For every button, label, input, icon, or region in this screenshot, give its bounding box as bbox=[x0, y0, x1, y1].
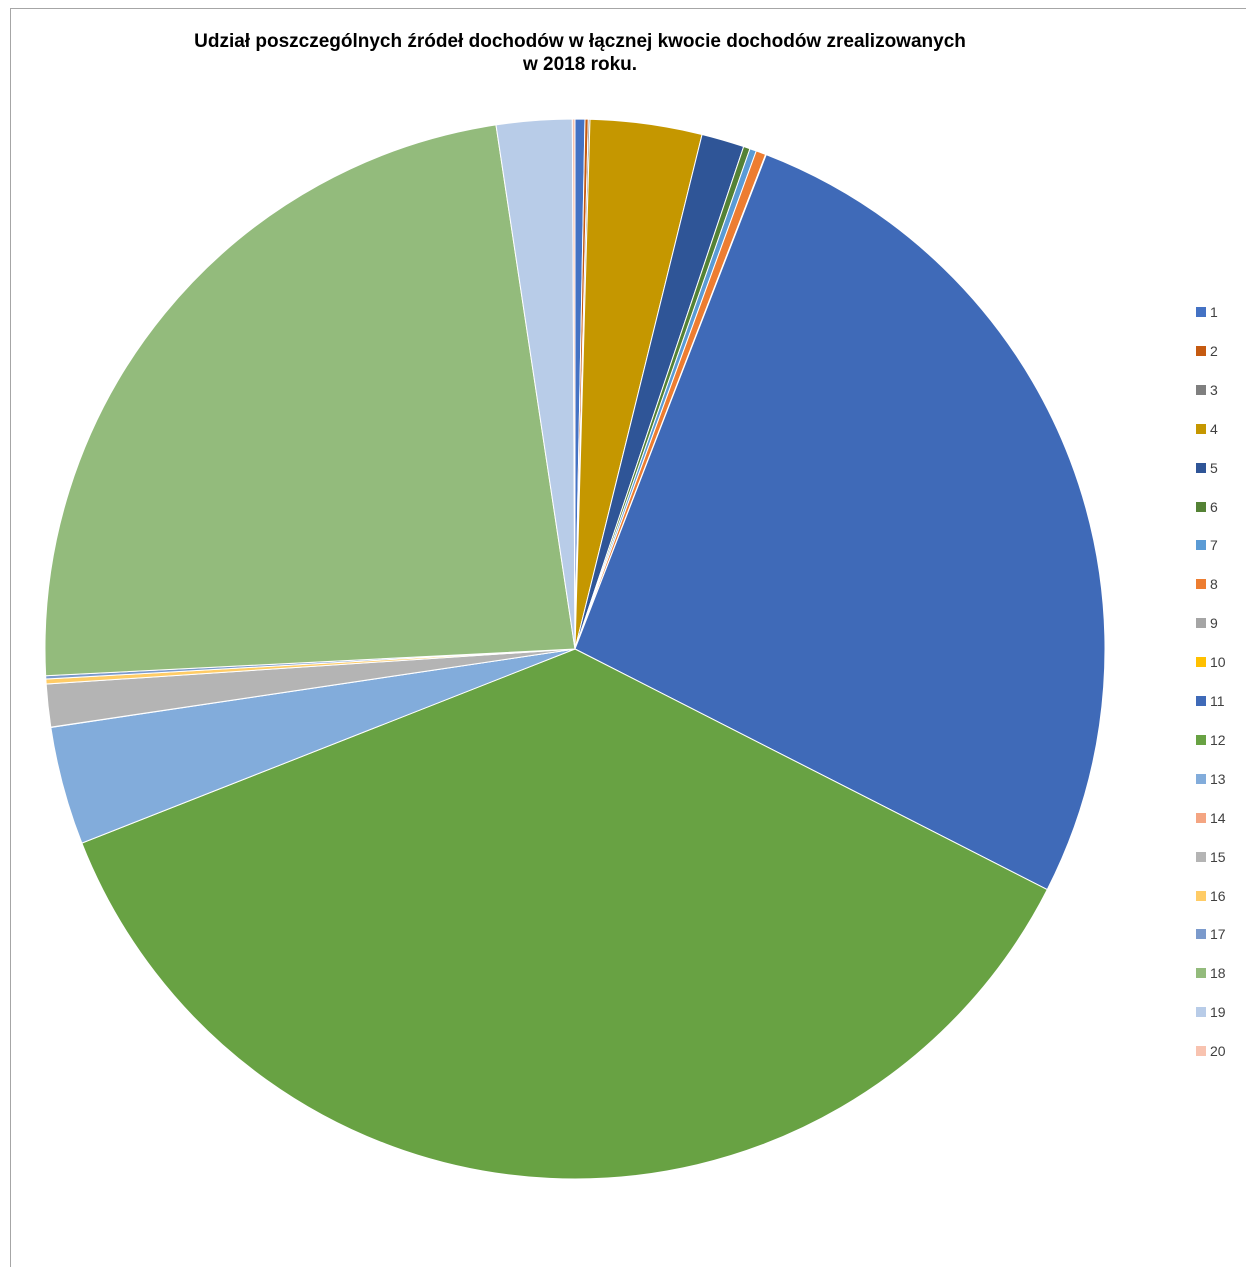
legend-item-16: 16 bbox=[1196, 887, 1226, 905]
legend-item-15: 15 bbox=[1196, 848, 1226, 866]
legend-label: 4 bbox=[1210, 420, 1218, 437]
legend-swatch bbox=[1196, 462, 1206, 473]
legend-item-5: 5 bbox=[1196, 459, 1218, 477]
legend-swatch bbox=[1196, 618, 1206, 629]
legend-label: 6 bbox=[1210, 498, 1218, 515]
legend-item-14: 14 bbox=[1196, 809, 1226, 827]
legend-item-11: 11 bbox=[1196, 692, 1225, 710]
legend-swatch bbox=[1196, 540, 1206, 551]
pie-slice-18 bbox=[44, 124, 576, 677]
legend-item-7: 7 bbox=[1196, 536, 1218, 554]
legend-swatch bbox=[1196, 501, 1206, 512]
legend-item-8: 8 bbox=[1196, 575, 1218, 593]
legend-label: 11 bbox=[1210, 693, 1225, 709]
legend-swatch bbox=[1196, 1046, 1206, 1057]
legend-label: 14 bbox=[1210, 809, 1226, 826]
legend-label: 17 bbox=[1210, 926, 1226, 943]
pie-slice-12 bbox=[81, 648, 1048, 1180]
legend-label: 3 bbox=[1210, 381, 1218, 398]
legend-item-4: 4 bbox=[1196, 420, 1218, 438]
legend-item-19: 19 bbox=[1196, 1003, 1226, 1021]
legend-label: 18 bbox=[1210, 965, 1226, 982]
legend-label: 19 bbox=[1210, 1004, 1226, 1021]
legend-swatch bbox=[1196, 696, 1206, 706]
legend-label: 8 bbox=[1210, 576, 1218, 593]
legend-swatch bbox=[1196, 345, 1206, 356]
legend-item-20: 20 bbox=[1196, 1042, 1226, 1060]
legend-item-17: 17 bbox=[1196, 925, 1226, 943]
chart-title: Udział poszczególnych źródeł dochodów w … bbox=[10, 30, 1150, 76]
pie-slice-11 bbox=[574, 154, 1106, 891]
legend-swatch bbox=[1196, 423, 1206, 434]
legend-label: 16 bbox=[1210, 887, 1226, 904]
legend-item-12: 12 bbox=[1196, 731, 1226, 749]
legend-swatch bbox=[1196, 812, 1206, 823]
legend-swatch bbox=[1196, 773, 1206, 784]
legend-swatch bbox=[1196, 384, 1206, 395]
legend-swatch bbox=[1196, 890, 1206, 901]
pie-slice-20 bbox=[571, 118, 576, 650]
legend-swatch bbox=[1196, 1007, 1206, 1018]
legend-swatch bbox=[1196, 929, 1206, 940]
legend-label: 12 bbox=[1210, 731, 1226, 748]
legend-label: 7 bbox=[1210, 537, 1218, 554]
legend-item-10: 10 bbox=[1196, 653, 1226, 671]
legend-label: 1 bbox=[1210, 304, 1218, 320]
legend-item-1: 1 bbox=[1196, 303, 1218, 321]
legend-item-18: 18 bbox=[1196, 964, 1226, 982]
legend-swatch bbox=[1196, 851, 1206, 862]
legend-item-3: 3 bbox=[1196, 381, 1218, 399]
chart-title-line1: Udział poszczególnych źródeł dochodów w … bbox=[194, 31, 966, 52]
legend-label: 15 bbox=[1210, 848, 1226, 865]
legend-item-9: 9 bbox=[1196, 614, 1218, 632]
legend-swatch bbox=[1196, 734, 1206, 745]
legend-item-13: 13 bbox=[1196, 770, 1226, 788]
legend-swatch bbox=[1196, 968, 1206, 979]
legend-label: 13 bbox=[1210, 770, 1226, 787]
legend-swatch bbox=[1196, 657, 1206, 668]
legend-item-2: 2 bbox=[1196, 342, 1218, 360]
legend-label: 5 bbox=[1210, 459, 1218, 476]
legend-label: 2 bbox=[1210, 342, 1218, 359]
legend-label: 10 bbox=[1210, 654, 1226, 671]
legend-item-6: 6 bbox=[1196, 498, 1218, 516]
legend-label: 9 bbox=[1210, 615, 1218, 632]
legend-swatch bbox=[1196, 307, 1206, 317]
legend-label: 20 bbox=[1210, 1043, 1226, 1060]
legend-swatch bbox=[1196, 579, 1206, 590]
chart-title-line2: w 2018 roku. bbox=[522, 54, 638, 75]
